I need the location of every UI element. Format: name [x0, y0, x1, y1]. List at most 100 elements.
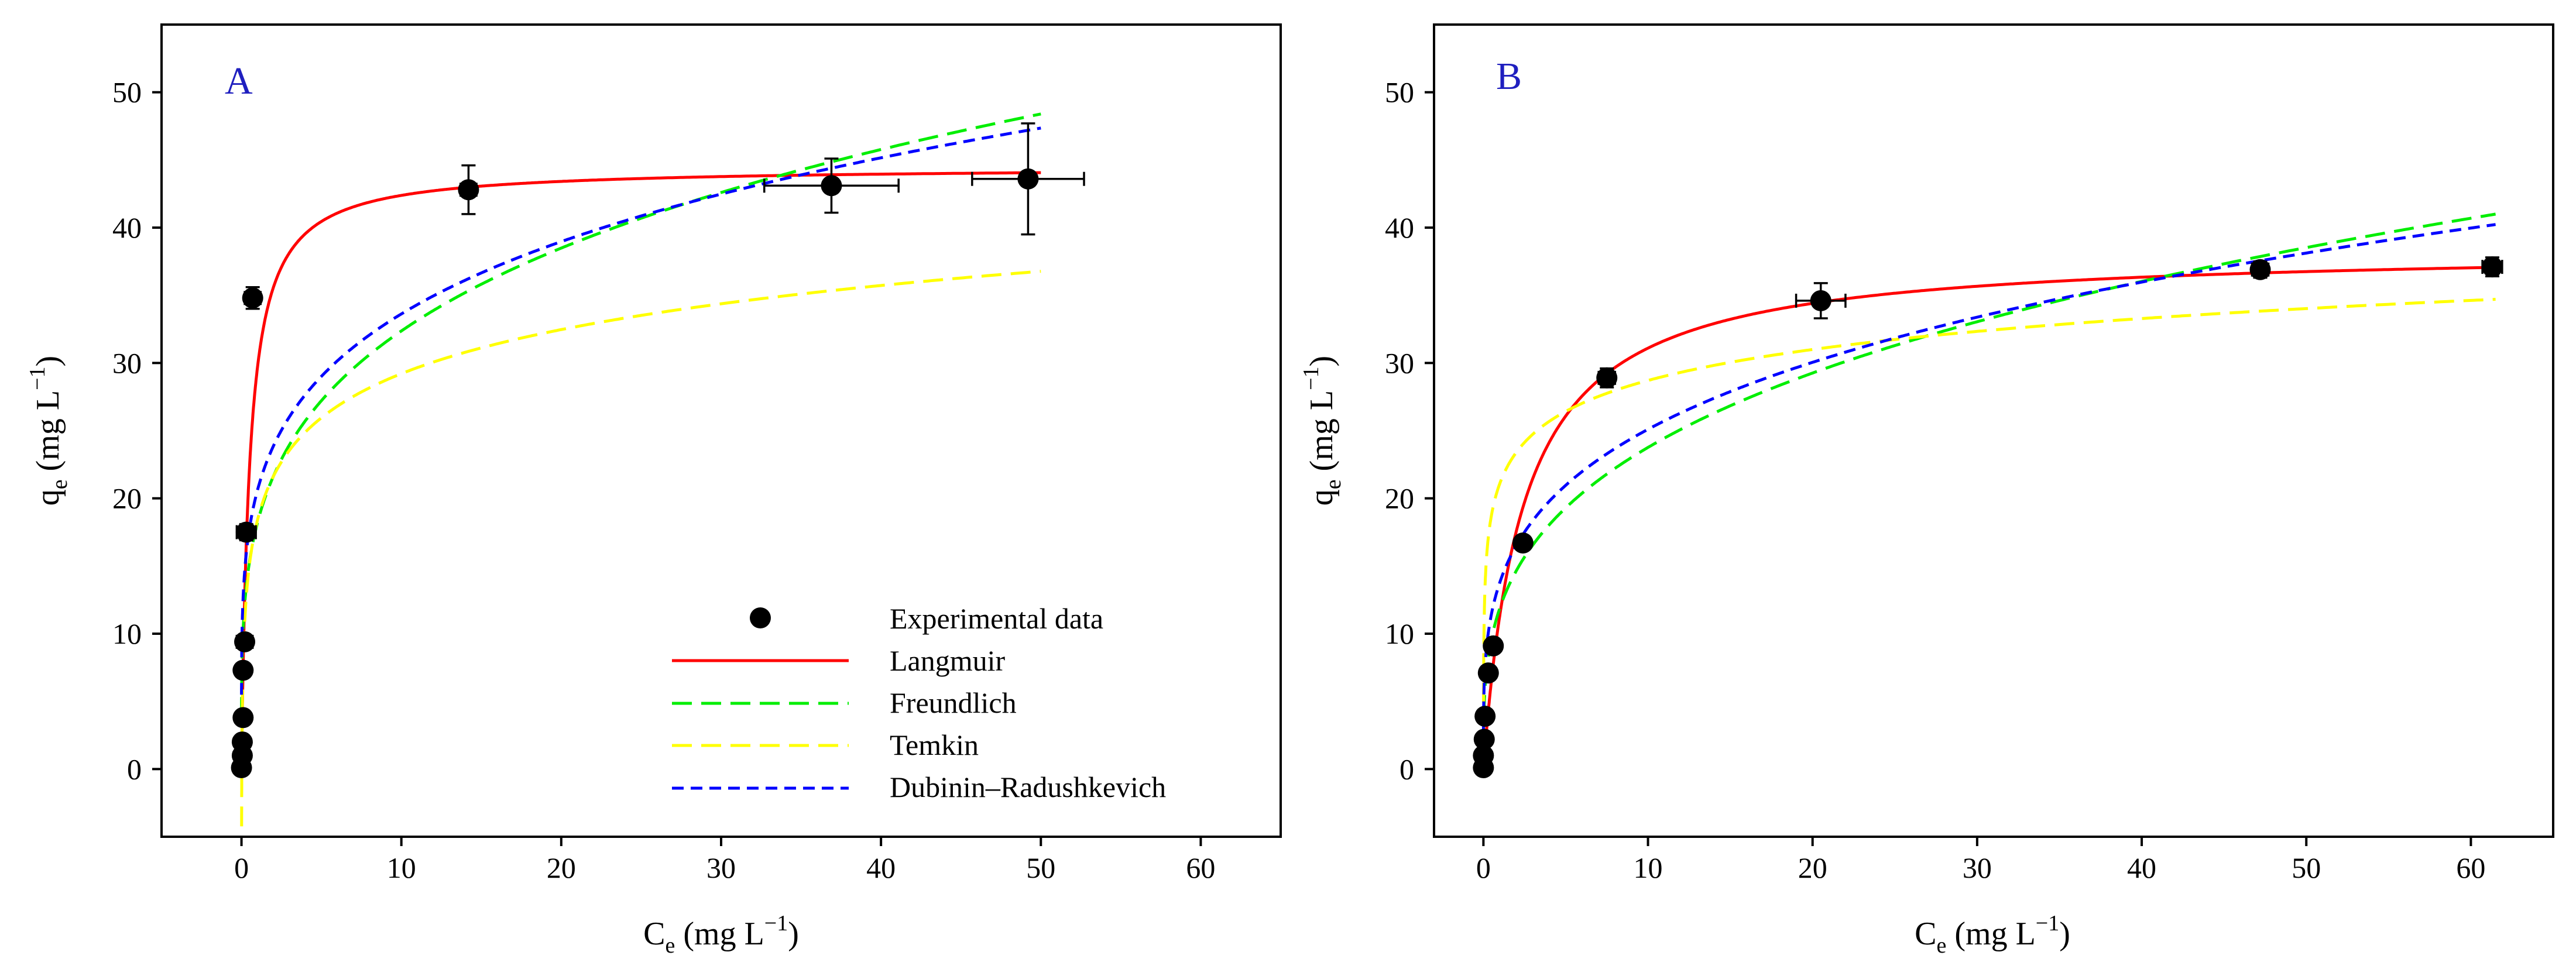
legend-label-langmuir: Langmuir [890, 644, 1006, 677]
curve-langmuir [240, 171, 1041, 767]
plot-area-frame [1433, 23, 2554, 838]
axes-ticks: 0 10 20 30 40 50 60 0 10 20 30 40 50 [112, 76, 1215, 884]
x-tick-label: 60 [1186, 851, 1215, 884]
data-point-marker [234, 631, 256, 652]
x-tick-label: 50 [1026, 851, 1055, 884]
y-axis-title-main: q [1304, 489, 1340, 506]
legend-label-dubinin: Dubinin–Radushkevich [890, 771, 1166, 803]
x-tick-label: 60 [2456, 851, 2485, 884]
model-curves [240, 112, 1041, 827]
y-axis-title-sub: e [47, 479, 72, 489]
data-point-marker [232, 707, 254, 728]
legend-marker-experimental [750, 607, 771, 628]
data-point [235, 521, 257, 543]
y-tick-label: 20 [1385, 482, 1414, 515]
curve-temkin [240, 270, 1041, 827]
x-axis-title: Ce (mg L−1) [643, 911, 799, 958]
legend: Experimental data Langmuir Freundlich Te… [672, 602, 1166, 803]
x-tick-label: 20 [1798, 851, 1827, 884]
data-point [458, 164, 479, 215]
x-tick-label: 40 [2127, 851, 2156, 884]
data-point [2481, 256, 2503, 278]
data-point-marker [1512, 532, 1534, 554]
curve-temkin [1481, 298, 2496, 761]
x-axis-title-sup: −1 [764, 911, 788, 936]
legend-label-freundlich: Freundlich [890, 686, 1017, 719]
data-point-marker [1483, 635, 1504, 657]
data-point-marker [1477, 662, 1499, 684]
data-point-marker [232, 659, 254, 681]
x-axis-title-close: ) [2059, 916, 2070, 952]
data-point [1512, 532, 1534, 554]
data-point-marker [2249, 259, 2271, 280]
data-point [232, 659, 254, 681]
x-tick-label: 10 [387, 851, 416, 884]
x-axis-title-main: C [1915, 916, 1936, 952]
x-tick-label: 40 [866, 851, 896, 884]
curve-langmuir [1481, 266, 2496, 769]
curve-dubinin-radushkevich [1481, 223, 2496, 732]
y-tick-label: 40 [112, 211, 142, 244]
y-tick-label: 10 [1385, 617, 1414, 650]
x-axis-title-main: C [643, 916, 665, 952]
x-tick-label: 50 [2292, 851, 2321, 884]
axes-ticks: 0 10 20 30 40 50 60 0 10 20 30 40 50 [1385, 76, 2485, 884]
y-axis-title-main: q [30, 489, 66, 506]
y-tick-label: 20 [112, 482, 142, 515]
data-point [2249, 259, 2271, 280]
data-point [1473, 728, 1495, 750]
y-axis-title-close: ) [30, 356, 66, 367]
experimental-points [231, 122, 1085, 779]
x-tick-label: 10 [1634, 851, 1663, 884]
y-tick-label: 10 [112, 617, 142, 650]
data-point [1473, 745, 1494, 767]
data-point-marker [821, 175, 842, 197]
panel-label: A [225, 60, 253, 102]
x-axis-title-close: ) [788, 916, 799, 952]
data-point [763, 157, 900, 214]
y-tick-label: 40 [1385, 211, 1414, 244]
y-axis-title-unit: (mg L [30, 390, 66, 479]
data-point [971, 122, 1085, 236]
experimental-points [1473, 256, 2503, 779]
data-point [231, 731, 253, 753]
data-point [234, 631, 256, 652]
curve-freundlich [1481, 212, 2496, 744]
data-point-marker [1810, 290, 1831, 311]
legend-label-temkin: Temkin [890, 728, 979, 761]
y-tick-label: 30 [1385, 346, 1414, 379]
data-point-marker [235, 521, 257, 543]
y-axis-title-close: ) [1304, 356, 1340, 367]
data-point [1483, 635, 1504, 657]
y-tick-label: 50 [112, 76, 142, 109]
data-point [232, 707, 254, 728]
x-tick-label: 0 [234, 851, 249, 884]
y-tick-label: 30 [112, 346, 142, 379]
model-curves [1481, 212, 2496, 769]
data-point [1596, 367, 1618, 389]
x-tick-label: 30 [706, 851, 736, 884]
panel-label: B [1496, 55, 1522, 98]
plot-area-frame [160, 23, 1282, 838]
data-point-marker [458, 179, 479, 201]
x-tick-label: 0 [1476, 851, 1491, 884]
y-axis-title-sub: e [1321, 479, 1346, 489]
curve-dubinin-radushkevich [240, 126, 1041, 695]
data-point-marker [1473, 745, 1494, 767]
y-tick-label: 0 [127, 752, 142, 785]
x-axis-title-sub: e [1936, 933, 1946, 958]
y-tick-label: 0 [1400, 752, 1414, 785]
y-axis-title: qe (mg L−1) [1299, 356, 1346, 506]
data-point-marker [242, 287, 263, 309]
data-point-marker [1474, 706, 1496, 727]
y-axis-title-unit: (mg L [1304, 390, 1340, 479]
data-point-marker [2481, 256, 2503, 278]
data-point-marker [1473, 728, 1495, 750]
data-point-marker [1017, 168, 1039, 190]
x-axis-title-unit: (mg L [675, 916, 764, 952]
x-axis-title-unit: (mg L [1946, 916, 2035, 952]
x-axis-title-sub: e [665, 933, 675, 958]
x-tick-label: 20 [547, 851, 576, 884]
